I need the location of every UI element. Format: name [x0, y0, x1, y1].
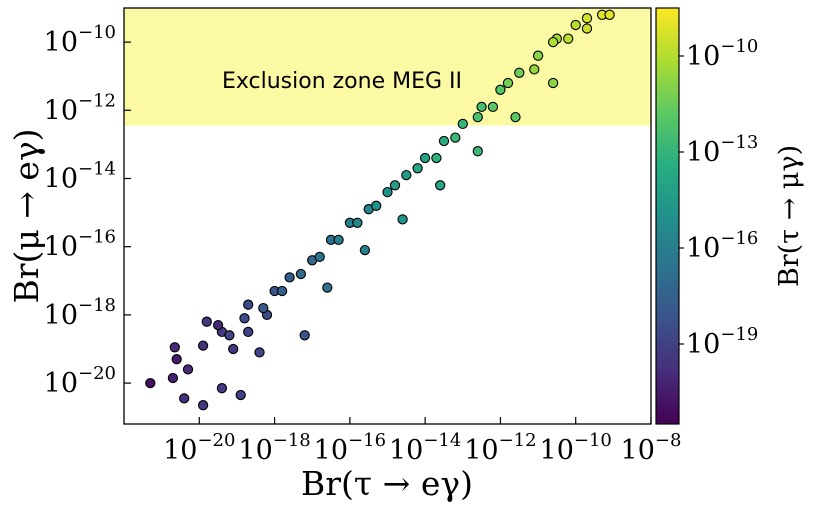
scatter-point: [352, 217, 363, 228]
scatter-point: [450, 132, 461, 143]
y-tick-label: 10−10: [44, 22, 116, 58]
scatter-point: [419, 152, 431, 164]
x-tick-label: 10−10: [540, 430, 612, 466]
exclusion-zone-region: [124, 8, 651, 126]
scatter-point: [371, 200, 382, 211]
scatter-point: [514, 67, 525, 78]
scatter-point: [438, 135, 450, 147]
y-tick-label: 10−14: [44, 158, 116, 194]
scatter-point: [216, 383, 228, 394]
x-tick-label: 10−16: [314, 430, 386, 466]
scatter-point: [563, 33, 574, 44]
scatter-point: [529, 64, 540, 75]
scatter-point: [604, 9, 615, 20]
x-tick-label: 10−12: [464, 430, 536, 466]
scatter-point: [284, 272, 295, 283]
exclusion-zone-label: Exclusion zone MEG II: [222, 69, 462, 94]
scatter-point: [212, 319, 224, 331]
scatter-point: [412, 163, 423, 174]
scatter-point: [169, 342, 180, 353]
scatter-point: [435, 180, 446, 191]
scatter-point: [197, 400, 209, 411]
scatter-point: [171, 354, 182, 365]
scatter-point: [182, 364, 194, 375]
scatter-point: [495, 84, 506, 95]
scatter-point: [145, 377, 156, 389]
scatter-point: [547, 77, 559, 89]
scatter-point: [235, 389, 246, 401]
colorbar-tick-label: 10−16: [686, 228, 758, 264]
scatter-point: [397, 214, 408, 225]
scatter-point: [472, 146, 483, 157]
scatter-point: [487, 101, 499, 113]
scatter-point: [243, 326, 254, 338]
scatter-point: [228, 343, 239, 355]
colorbar-title: Br(τ → μγ): [774, 145, 805, 287]
scatter-point: [472, 111, 483, 123]
y-tick-label: 10−20: [44, 363, 116, 399]
scatter-point: [382, 186, 393, 198]
x-axis: 10−20 10−18 10−16 10−14 10−12 10−10 10−8: [163, 417, 681, 466]
y-axis-title: Br(μ → eγ): [7, 128, 46, 303]
scatter-point: [276, 285, 288, 297]
scatter-point: [197, 340, 209, 351]
scatter-point: [476, 101, 487, 113]
colorbar-tick-label: 10−13: [686, 132, 758, 168]
scatter-point: [299, 330, 310, 341]
scatter-point: [510, 111, 521, 123]
scatter-point: [322, 282, 333, 293]
scatter-point: [254, 347, 265, 358]
x-tick-label: 10−18: [238, 430, 310, 466]
scatter-point: [224, 330, 235, 341]
scatter-point: [431, 152, 442, 164]
plot-frame: [123, 7, 652, 425]
scatter-point: [295, 268, 307, 280]
scatter-point: [258, 302, 269, 314]
scatter-point: [389, 180, 401, 191]
colorbar-axis: 10−10 10−13 10−16 10−19: [679, 36, 758, 360]
scatter-point: [570, 19, 581, 31]
scatter-point: [401, 169, 412, 181]
scatter-point: [167, 372, 179, 384]
scatter-point: [502, 77, 514, 89]
x-tick-label: 10−14: [389, 430, 461, 466]
scatter-point: [547, 36, 559, 48]
y-tick-label: 10−12: [44, 90, 116, 126]
scatter-point: [457, 118, 468, 130]
x-tick-label: 10−8: [621, 430, 682, 466]
scatter-point: [581, 13, 593, 24]
scatter-point: [179, 393, 190, 404]
scatter-point: [532, 50, 544, 61]
colorbar-tick-label: 10−19: [686, 324, 758, 360]
scatter-point: [243, 299, 254, 310]
scatter-points: [145, 9, 615, 411]
y-tick-label: 10−18: [44, 295, 116, 331]
scatter-point: [314, 251, 325, 263]
scatter-point: [201, 316, 212, 327]
x-axis-title: Br(τ → eγ): [301, 464, 473, 503]
colorbar-tick-label: 10−10: [686, 36, 758, 72]
y-tick-label: 10−16: [44, 227, 116, 263]
scatter-point: [239, 313, 250, 324]
y-axis: 10−20 10−18 10−16 10−14 10−12 10−10: [44, 22, 131, 399]
scatter-point: [581, 23, 593, 34]
colorbar: [655, 7, 680, 425]
x-tick-label: 10−20: [163, 430, 235, 466]
scatter-point: [333, 234, 344, 246]
scatter-point: [359, 244, 371, 256]
